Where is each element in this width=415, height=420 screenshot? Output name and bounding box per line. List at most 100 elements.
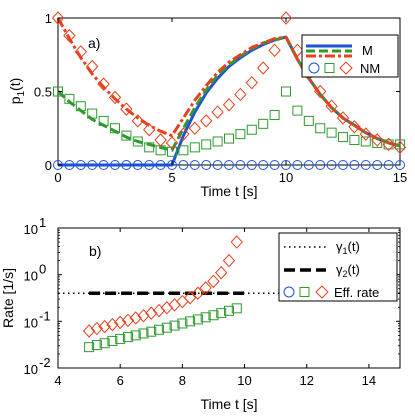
legend-marker-square-b	[299, 287, 310, 297]
y-axis-label-b: Rate [1/s]	[0, 268, 16, 328]
marker-0-5-30	[393, 140, 407, 155]
marker-0-4-13	[201, 139, 212, 150]
y-tick-exponent-1-3: 1	[39, 215, 46, 230]
x-tick-label-0-0: 0	[54, 170, 61, 185]
marker-1-2-11	[169, 320, 180, 331]
marker-0-4-2	[75, 101, 86, 112]
marker-1-2-5	[122, 332, 133, 343]
marker-1-3-0	[82, 324, 96, 338]
marker-0-3-22	[303, 160, 314, 170]
marker-1-2-3	[107, 335, 118, 346]
marker-0-3-26	[349, 160, 360, 170]
marker-1-2-13	[185, 316, 196, 327]
marker-0-3-5	[110, 160, 120, 170]
legend-label-gamma1: γ1(t)	[336, 239, 360, 256]
marker-0-5-3	[86, 59, 99, 74]
legend-marker-circle-b	[283, 286, 295, 298]
y-label-tail-a: (t)	[7, 78, 23, 91]
x-axis-label-b: Time t [s]	[200, 396, 257, 412]
legend-a: M NM	[301, 34, 399, 78]
ticks-a: 0 5 10 15 0 0.5 1	[34, 11, 407, 185]
marker-1-2-0	[84, 342, 95, 353]
marker-1-2-10	[161, 322, 172, 333]
marker-0-5-7	[131, 114, 144, 128]
marker-1-3-17	[215, 265, 228, 280]
x-tick-label-0-3: 15	[393, 170, 407, 185]
legend-marker-diamond	[339, 61, 353, 75]
legend-label-nm: NM	[360, 61, 380, 76]
y-tick-label-1-3: 10	[24, 222, 38, 237]
marker-1-2-12	[177, 318, 188, 329]
marker-0-5-17	[245, 75, 258, 90]
marker-0-5-19	[268, 43, 281, 58]
marker-1-3-2	[98, 319, 111, 334]
marker-1-3-8	[145, 306, 158, 320]
marker-0-4-25	[338, 132, 348, 143]
marker-0-5-2	[74, 45, 87, 59]
marker-1-2-2	[99, 338, 110, 349]
marker-1-3-7	[137, 308, 150, 323]
marker-0-4-20	[281, 86, 291, 97]
marker-0-3-6	[121, 160, 132, 170]
marker-0-3-3	[87, 160, 98, 170]
marker-0-4-18	[258, 118, 269, 129]
marker-0-5-18	[257, 61, 270, 75]
marker-0-5-21	[291, 43, 304, 58]
marker-0-4-28	[372, 137, 383, 148]
marker-1-2-15	[200, 312, 211, 323]
marker-0-5-20	[279, 11, 293, 25]
marker-0-4-11	[178, 145, 189, 156]
marker-0-3-15	[224, 160, 234, 170]
marker-0-3-4	[98, 160, 109, 170]
marker-0-3-8	[144, 160, 155, 170]
marker-0-3-14	[212, 160, 223, 170]
marker-0-3-29	[383, 160, 394, 170]
marker-0-3-1	[64, 160, 75, 170]
marker-0-4-14	[212, 136, 223, 147]
y-tick-label-1-0: 10	[24, 362, 38, 377]
marker-0-3-11	[178, 160, 189, 170]
marker-0-4-3	[87, 108, 98, 119]
marker-1-2-17	[216, 308, 227, 319]
marker-1-2-14	[192, 314, 203, 325]
marker-1-2-16	[208, 310, 219, 321]
y-tick-exponent-1-1: -1	[39, 308, 51, 323]
marker-1-3-1	[90, 321, 104, 336]
x-axis-label-a: Time t [s]	[200, 183, 257, 199]
marker-0-4-21	[292, 105, 303, 116]
marker-0-3-20	[281, 160, 291, 170]
marker-1-2-7	[138, 328, 149, 339]
marker-1-3-3	[106, 317, 119, 332]
marker-0-5-28	[371, 133, 384, 147]
marker-0-3-23	[315, 160, 326, 170]
marker-0-5-11	[177, 127, 190, 141]
marker-0-5-25	[336, 111, 350, 125]
marker-0-5-24	[325, 99, 338, 113]
marker-0-5-10	[165, 136, 179, 150]
marker-0-5-14	[211, 105, 224, 119]
marker-0-3-9	[155, 160, 166, 170]
y-tick-label-0-0: 0	[45, 158, 52, 173]
marker-0-4-16	[235, 129, 246, 140]
marker-1-2-19	[231, 303, 242, 314]
marker-0-4-26	[349, 135, 360, 146]
legend-label-eff-rate: Eff. rate	[334, 285, 379, 300]
marker-0-5-8	[143, 122, 156, 137]
marker-1-2-9	[154, 324, 165, 335]
marker-0-4-7	[132, 136, 143, 147]
y-axis-label-a: p1(t)	[7, 78, 27, 105]
x-tick-label-1-2: 8	[179, 373, 186, 388]
series-group-a	[51, 11, 407, 170]
y-label-main-a: p	[7, 96, 23, 104]
marker-0-4-5	[110, 123, 120, 134]
marker-1-2-6	[130, 330, 141, 341]
marker-1-3-13	[183, 291, 197, 305]
marker-0-4-1	[64, 93, 75, 104]
panel-label-a: a)	[88, 35, 100, 51]
y-tick-exponent-1-0: -2	[39, 355, 51, 370]
y-tick-label-0-1: 0.5	[34, 85, 52, 100]
marker-0-4-27	[360, 136, 371, 147]
marker-0-4-24	[326, 127, 337, 138]
